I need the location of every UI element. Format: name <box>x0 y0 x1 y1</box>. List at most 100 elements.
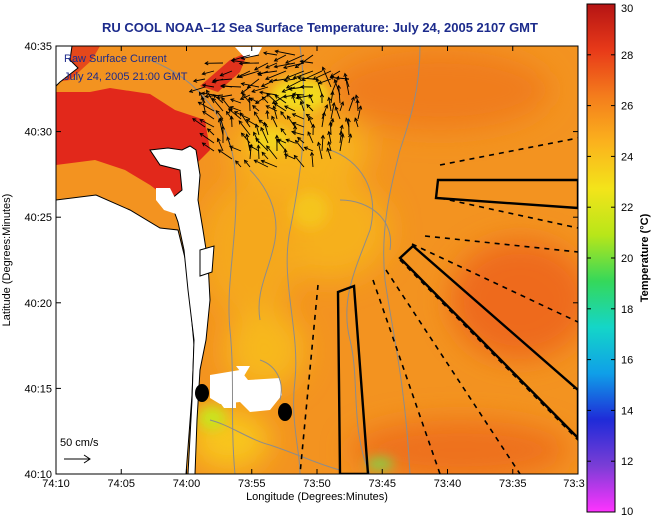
current-vector <box>266 145 278 160</box>
x-tick-label: 73:45 <box>368 478 396 490</box>
radar-site-marker <box>195 384 209 402</box>
no-data-patches <box>156 47 282 412</box>
current-vector-head <box>280 127 285 133</box>
current-vector-head <box>248 144 253 149</box>
current-vector-head <box>321 111 326 116</box>
current-vector <box>276 139 287 152</box>
current-vector <box>235 160 242 168</box>
current-vector-head <box>273 57 279 62</box>
current-vector <box>327 148 332 160</box>
current-vector <box>266 110 269 120</box>
colorbar-tick-label: 28 <box>621 50 633 62</box>
y-tick-label: 40:20 <box>24 298 52 310</box>
current-vector-head <box>229 98 235 103</box>
current-vector-head <box>255 100 260 104</box>
current-vector <box>260 127 269 144</box>
current-note-line2: July 24, 2005 21:00 GMT <box>64 71 188 83</box>
current-vector-head <box>238 74 243 79</box>
current-vector <box>329 122 332 136</box>
current-vector <box>280 128 287 136</box>
current-vector-head <box>206 89 210 94</box>
current-vector <box>257 70 278 75</box>
x-tick-label: 74:05 <box>107 478 135 490</box>
current-vector-head <box>217 117 222 123</box>
current-vector <box>293 155 305 168</box>
current-vector <box>220 70 233 77</box>
scale-arrow <box>64 454 91 464</box>
current-vector-head <box>276 138 282 143</box>
current-vector-head <box>219 84 225 89</box>
bathymetry-contours <box>149 46 421 474</box>
current-vector <box>201 92 215 96</box>
current-vector <box>300 101 305 112</box>
current-vector-head <box>239 112 244 117</box>
current-vector <box>277 139 287 144</box>
x-tick-label: 73:55 <box>238 478 266 490</box>
current-vector-head <box>238 61 243 66</box>
current-vector-head <box>291 94 296 99</box>
current-vector <box>251 86 269 93</box>
current-vector-head <box>350 96 355 101</box>
current-vector <box>306 104 314 112</box>
current-vector-head <box>309 151 315 156</box>
current-vector-head <box>299 59 304 64</box>
current-vector-head <box>216 137 221 143</box>
current-vector <box>354 118 359 128</box>
current-vector-head <box>297 136 302 141</box>
current-vector-head <box>204 94 209 99</box>
y-axis-label: Latitude (Degrees:Minutes) <box>1 194 13 327</box>
current-vector <box>255 94 269 104</box>
current-vector-head <box>255 137 260 142</box>
current-vector-head <box>256 144 261 149</box>
current-vector <box>284 153 296 160</box>
current-vector <box>213 78 233 82</box>
current-vector <box>275 50 296 56</box>
current-vector-head <box>202 110 207 115</box>
current-vector <box>311 152 314 168</box>
current-vector-head <box>256 71 262 76</box>
current-vector <box>201 96 206 112</box>
current-vector-head <box>329 75 334 80</box>
current-vector <box>244 159 251 168</box>
colorbar-tick-label: 30 <box>621 3 633 15</box>
current-vector-head <box>260 159 265 164</box>
current-vector <box>189 86 206 93</box>
current-vector-head <box>307 116 312 121</box>
current-vector <box>266 105 278 112</box>
current-vector <box>274 95 287 104</box>
current-vector-head <box>285 59 290 64</box>
current-vector-head <box>339 124 344 129</box>
current-vector-head <box>263 121 268 127</box>
current-vector-head <box>326 147 331 152</box>
x-tick-label: 73:50 <box>303 478 331 490</box>
current-vector-head <box>199 119 204 123</box>
current-vector <box>265 70 287 80</box>
colorbar-tick-label: 12 <box>621 456 633 468</box>
current-vector <box>213 94 224 104</box>
current-vector-head <box>283 105 289 110</box>
current-vector <box>239 112 251 128</box>
current-vector-head <box>274 49 279 54</box>
current-vector <box>295 54 314 68</box>
current-vector-head <box>240 82 245 87</box>
current-vector <box>254 62 269 71</box>
current-vector-head <box>265 76 270 81</box>
current-vector <box>286 78 305 89</box>
colorbar-tick-label: 14 <box>621 405 633 417</box>
current-vector-head <box>260 126 265 132</box>
current-vector-head <box>206 128 212 133</box>
current-vector <box>199 119 215 128</box>
current-vector <box>316 78 323 96</box>
current-vector-head <box>331 102 336 107</box>
current-vector-head <box>254 123 259 128</box>
figure-title: RU COOL NOAA–12 Sea Surface Temperature:… <box>102 20 538 35</box>
current-vector-head <box>219 72 224 77</box>
current-vector-head <box>340 101 345 106</box>
current-vector-head <box>215 110 220 115</box>
current-vector <box>273 106 278 120</box>
current-vector-head <box>355 98 360 104</box>
current-vector <box>228 108 242 120</box>
current-vector <box>328 141 332 152</box>
current-vector <box>239 70 260 78</box>
